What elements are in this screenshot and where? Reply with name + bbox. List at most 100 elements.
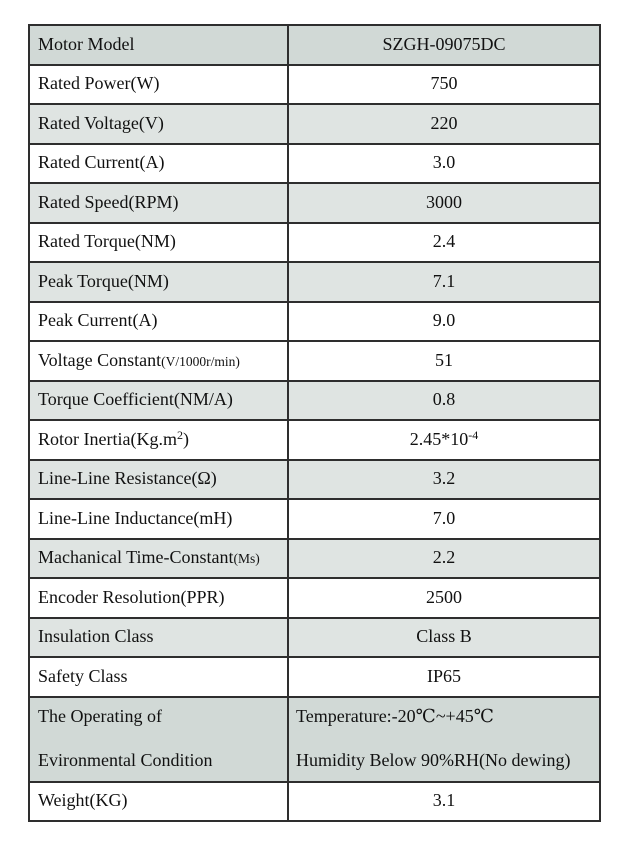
row-value-line: 2.2 — [432, 547, 456, 568]
row-label-line: Line-Line Resistance(Ω) — [38, 468, 217, 489]
table-row: Peak Current(A) 9.0 — [28, 300, 601, 342]
row-label: Motor Model — [28, 24, 289, 66]
row-label: Rated Speed(RPM) — [28, 182, 289, 224]
row-value-line: Humidity Below 90%RH(No dewing) — [296, 750, 571, 770]
row-label: Rated Current(A) — [28, 142, 289, 184]
row-label: Peak Current(A) — [28, 300, 289, 342]
motor-spec-table: Motor Model SZGH-09075DC Rated Power(W) 750… — [28, 24, 601, 822]
row-value: 750 — [287, 63, 601, 105]
row-value-line: 7.0 — [432, 507, 456, 528]
row-value: 7.1 — [287, 261, 601, 303]
table-row: Encoder Resolution(PPR) 2500 — [28, 577, 601, 619]
row-label: Insulation Class — [28, 616, 289, 658]
row-label: Weight(KG) — [28, 780, 289, 822]
row-label-line: Rated Speed(RPM) — [38, 191, 179, 212]
table-row: Rated Voltage(V) 220 — [28, 103, 601, 145]
table-row: Weight(KG) 3.1 — [28, 780, 601, 822]
row-value-line: Class B — [416, 626, 472, 647]
row-value: 2.2 — [287, 537, 601, 579]
row-label-line: Rated Power(W) — [38, 73, 160, 94]
row-value: 2.45*10-4 — [287, 419, 601, 461]
row-label: Line-Line Inductance(mH) — [28, 498, 289, 540]
table-row: Line-Line Inductance(mH) 7.0 — [28, 498, 601, 540]
row-value-line: 9.0 — [432, 310, 456, 331]
table-row: Voltage Constant(V/1000r/min) 51 — [28, 340, 601, 382]
row-label: Rated Power(W) — [28, 63, 289, 105]
row-value: 3.0 — [287, 142, 601, 184]
row-label-line: Safety Class — [38, 665, 128, 686]
row-label: Encoder Resolution(PPR) — [28, 577, 289, 619]
table-row: Rotor Inertia(Kg.m2) 2.45*10-4 — [28, 419, 601, 461]
row-label: Torque Coefficient(NM/A) — [28, 379, 289, 421]
row-label: Line-Line Resistance(Ω) — [28, 458, 289, 500]
row-value-line: 220 — [430, 112, 458, 133]
row-label-line: Weight(KG) — [38, 790, 128, 811]
row-label-line: Torque Coefficient(NM/A) — [38, 389, 233, 410]
row-label: Rotor Inertia(Kg.m2) — [28, 419, 289, 461]
row-value-line: 3000 — [426, 191, 462, 212]
row-label-line: Peak Torque(NM) — [38, 270, 169, 291]
row-label: Rated Voltage(V) — [28, 103, 289, 145]
row-value: SZGH-09075DC — [287, 24, 601, 66]
row-value-line: 750 — [430, 73, 458, 94]
row-label-line: Rated Voltage(V) — [38, 112, 164, 133]
row-label: Voltage Constant(V/1000r/min) — [28, 340, 289, 382]
table-row: Rated Power(W) 750 — [28, 63, 601, 105]
row-label: Rated Torque(NM) — [28, 221, 289, 263]
row-value: 220 — [287, 103, 601, 145]
row-label-line: Insulation Class — [38, 626, 154, 647]
row-value: 2500 — [287, 577, 601, 619]
row-label-line: Line-Line Inductance(mH) — [38, 507, 233, 528]
table-row: Torque Coefficient(NM/A) 0.8 — [28, 379, 601, 421]
row-value-line: 3.0 — [432, 152, 456, 173]
row-value-line: IP65 — [426, 665, 461, 686]
row-value: Temperature:-20℃~+45℃ Humidity Below 90%R… — [287, 695, 601, 783]
table-row: The Operating of Evironmental Condition Te… — [28, 695, 601, 783]
row-value-line: 51 — [435, 349, 453, 370]
table-row: Insulation Class Class B — [28, 616, 601, 658]
row-value-line: 2.4 — [432, 231, 456, 252]
table-row: Machanical Time-Constant(Ms) 2.2 — [28, 537, 601, 579]
table-row: Line-Line Resistance(Ω) 3.2 — [28, 458, 601, 500]
row-value: 3.2 — [287, 458, 601, 500]
row-label-line: Encoder Resolution(PPR) — [38, 586, 225, 607]
row-value-line: 3.1 — [432, 790, 456, 811]
row-value: 2.4 — [287, 221, 601, 263]
row-value: 7.0 — [287, 498, 601, 540]
table-row: Rated Speed(RPM) 3000 — [28, 182, 601, 224]
row-value: 3.1 — [287, 780, 601, 822]
row-value: 9.0 — [287, 300, 601, 342]
row-label-line: Rated Torque(NM) — [38, 231, 176, 252]
row-value: 51 — [287, 340, 601, 382]
row-label-line: The Operating of — [38, 706, 162, 727]
table-row: Peak Torque(NM) 7.1 — [28, 261, 601, 303]
row-value: 3000 — [287, 182, 601, 224]
row-value-line: 2500 — [426, 586, 462, 607]
table-row: Rated Torque(NM) 2.4 — [28, 221, 601, 263]
row-value: IP65 — [287, 656, 601, 698]
row-value: 0.8 — [287, 379, 601, 421]
row-label: The Operating of Evironmental Condition — [28, 695, 289, 783]
row-label-line: Peak Current(A) — [38, 310, 158, 331]
row-label: Machanical Time-Constant(Ms) — [28, 537, 289, 579]
row-label-line: Rotor Inertia(Kg.m2) — [38, 427, 189, 449]
row-value-line: SZGH-09075DC — [382, 33, 506, 54]
row-value-line: 2.45*10-4 — [409, 427, 479, 449]
row-label-line: Voltage Constant(V/1000r/min) — [38, 349, 240, 370]
spec-table-body: Motor Model SZGH-09075DC Rated Power(W) 750… — [28, 24, 601, 822]
row-value: Class B — [287, 616, 601, 658]
row-value-line: Temperature:-20℃~+45℃ — [296, 706, 494, 727]
row-label: Peak Torque(NM) — [28, 261, 289, 303]
table-row: Rated Current(A) 3.0 — [28, 142, 601, 184]
row-label-line: Evironmental Condition — [38, 750, 213, 770]
table-row: Safety Class IP65 — [28, 656, 601, 698]
row-label: Safety Class — [28, 656, 289, 698]
row-value-line: 0.8 — [432, 389, 456, 410]
row-label-line: Machanical Time-Constant(Ms) — [38, 547, 260, 568]
row-value-line: 7.1 — [432, 270, 456, 291]
table-row: Motor Model SZGH-09075DC — [28, 24, 601, 66]
row-label-line: Rated Current(A) — [38, 152, 165, 173]
row-value-line: 3.2 — [432, 468, 456, 489]
row-label-line: Motor Model — [38, 33, 135, 54]
